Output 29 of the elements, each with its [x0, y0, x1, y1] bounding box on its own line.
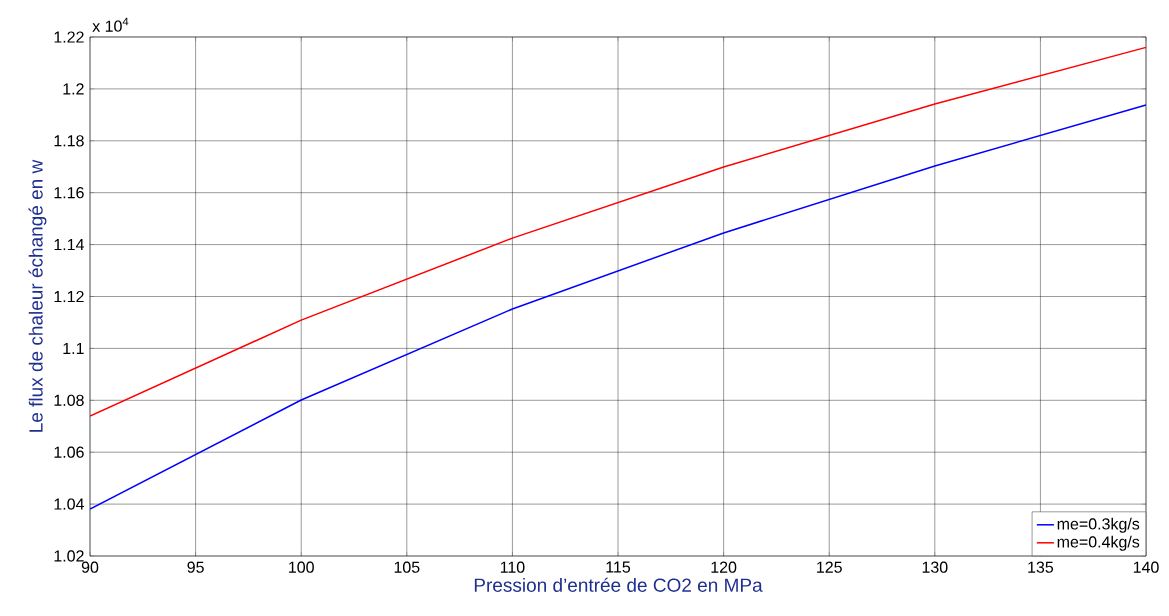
y-tick-label: 1.02 [54, 550, 84, 562]
x-axis-title: Pression d’entrée de CO2 en MPa [474, 577, 763, 592]
x-tick-label: 125 [817, 561, 842, 573]
y-tick-label: 1.16 [54, 187, 84, 199]
y-tick-label: 1.14 [54, 239, 84, 251]
legend-label: me=0.3kg/s [1057, 517, 1140, 533]
x-tick-label: 115 [606, 561, 631, 573]
y-tick-label: 1.06 [54, 446, 84, 458]
x-tick-label: 130 [922, 561, 948, 573]
x-tick-label: 90 [81, 561, 99, 573]
y-tick-label: 1.18 [54, 135, 84, 147]
y-tick-label: 1.12 [54, 290, 84, 303]
legend-label: me=0.4kg/s [1057, 535, 1140, 551]
y-tick-label: 1.1 [63, 342, 84, 354]
line-series [90, 46, 1147, 417]
x-tick-label: 140 [1133, 561, 1159, 573]
x-tick-label: 105 [394, 561, 420, 573]
x-tick-label: 135 [1028, 561, 1054, 573]
x-tick-label: 120 [711, 561, 737, 573]
text: x 10$^{4}$ [92, 17, 129, 32]
y-tick-label: 1.2 [63, 83, 84, 95]
y-axis-title: Le flux de chaleur échangé en w [28, 159, 47, 432]
x-tick-label: 100 [289, 561, 314, 573]
line-series [90, 104, 1147, 510]
x-tick-label: 110 [500, 561, 525, 573]
y-tick-label: 1.22 [54, 31, 84, 43]
y-tick-label: 1.04 [54, 498, 84, 510]
x-tick-label: 95 [187, 561, 204, 573]
y-tick-label: 1.08 [54, 394, 84, 406]
